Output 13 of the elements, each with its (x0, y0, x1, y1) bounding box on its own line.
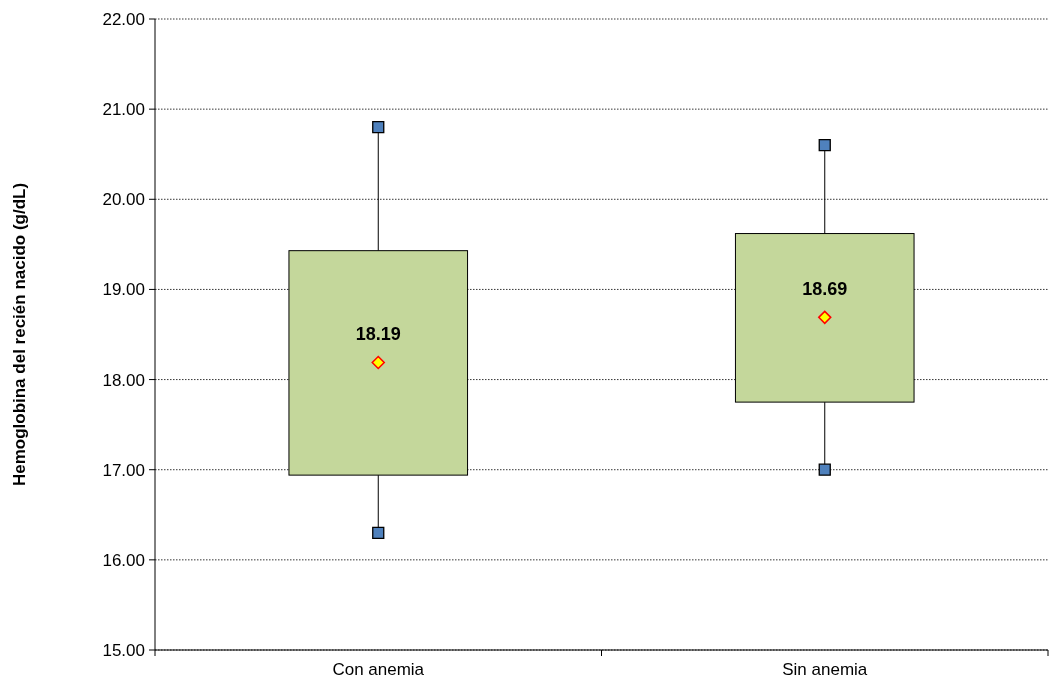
y-tick-label: 17.00 (102, 460, 145, 480)
y-tick-label: 15.00 (102, 640, 145, 660)
x-tick-label: Con anemia (332, 660, 425, 679)
text: 18.19 (355, 324, 401, 345)
y-tick-label: 18.00 (102, 370, 145, 390)
y-tick-label: 21.00 (102, 100, 145, 120)
y-axis-title: Hemoglobina del recién nacido (g/dL) (10, 182, 29, 487)
y-tick-label: 19.00 (102, 280, 145, 300)
y-tick-label: 20.00 (102, 190, 145, 210)
text: 18.69 (802, 279, 848, 300)
y-tick-label: 22.00 (102, 9, 145, 29)
y-tick-label: 16.00 (102, 550, 145, 570)
x-tick-label: Sin anemia (782, 660, 868, 679)
